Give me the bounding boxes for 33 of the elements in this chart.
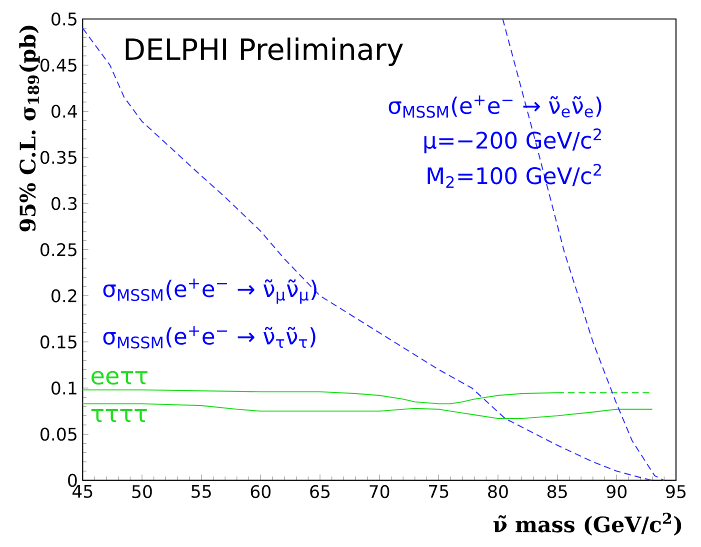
x-tick-label: 55	[192, 485, 211, 498]
y-tick-label: 0.15	[40, 335, 76, 348]
x-tick-label: 45	[72, 485, 92, 498]
y-tick-label: 0.4	[52, 104, 77, 118]
y-tick-label: 0.45	[40, 58, 76, 72]
series-label: eeττ	[92, 370, 148, 385]
text: DELPHI Preliminary	[126, 38, 403, 66]
x-tick-label: 65	[310, 485, 330, 498]
x-tick-label: 80	[488, 485, 508, 498]
x-tick-label: 50	[132, 485, 152, 498]
x-tick-label: 95	[666, 485, 686, 498]
annotation: μ=−200 GeV/c$^{2}$	[424, 128, 601, 154]
y-tick-label: 0.35	[40, 150, 76, 164]
series-label: ττττ	[91, 409, 147, 422]
text: σ$_{MSSM}$(e$^{+}$e$^{−}$ → ν̃$_{τ}$ν̃$_{τ}$)	[103, 326, 316, 349]
line-series	[82, 28, 653, 481]
y-tick-label: 0	[68, 474, 77, 487]
text: σ$_{MSSM}$(e$^{+}$e$^{−}$ → ν̃$_{μ}$ν̃$_{μ}$)	[103, 278, 316, 304]
y-tick-label: 0.1	[52, 382, 76, 395]
x-tick-label: 90	[606, 485, 627, 498]
y-tick-label: 0.2	[52, 289, 76, 302]
y-tick-label: 0.25	[40, 243, 76, 256]
y-tick-label: 0.05	[40, 428, 76, 441]
x-tick-label: 70	[370, 485, 390, 498]
y-axis-title: 95% C.L. σ$_{189}$(pb)	[19, 26, 40, 232]
y-tick-label: 0.3	[52, 196, 77, 210]
x-axis-title: ν̃ mass (GeV/c$^{2}$)	[493, 512, 682, 536]
x-tick-label: 75	[429, 485, 448, 498]
text: σ$_{MSSM}$(e$^{+}$e$^{−}$ → ν̃$_{e}$ν̃$_{e}$)	[388, 95, 602, 118]
x-tick-label: 60	[250, 485, 271, 498]
annotation: M$_{2}$=100 GeV/c$^{2}$	[428, 164, 601, 188]
y-tick-label: 0.5	[52, 12, 76, 26]
x-tick-label: 85	[547, 485, 567, 498]
